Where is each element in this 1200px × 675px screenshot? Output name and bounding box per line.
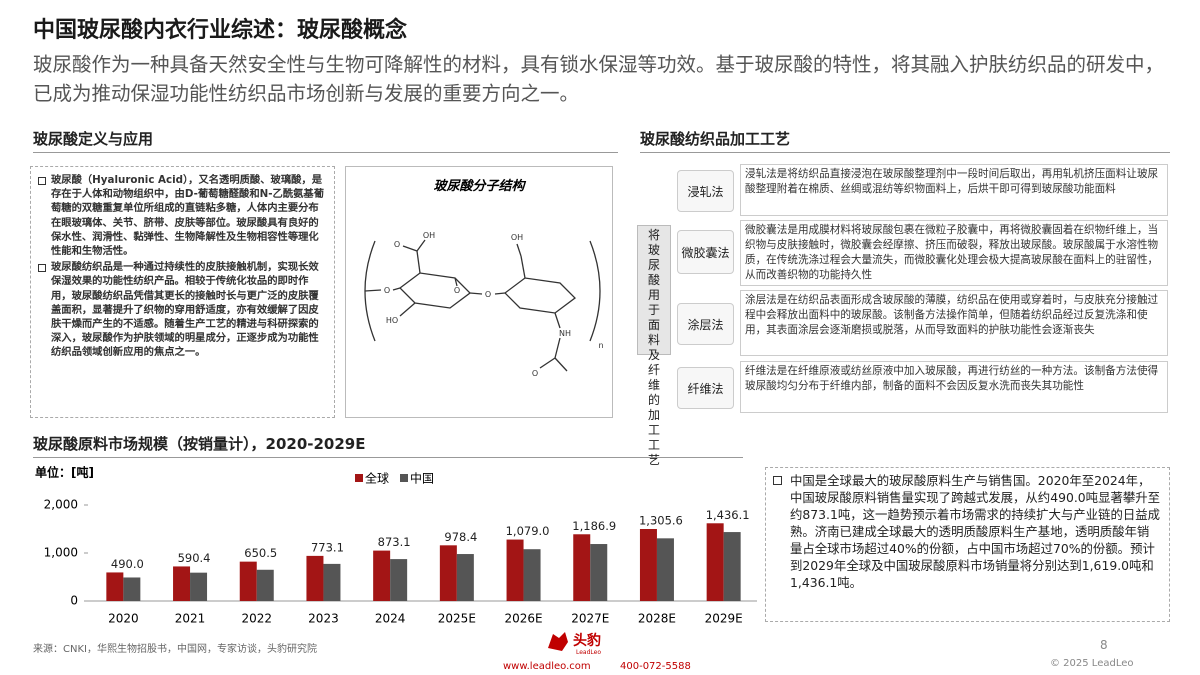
value-label: 1,186.9 (572, 519, 616, 533)
atom-label: O (454, 286, 460, 295)
method-name: 浸轧法 (677, 170, 734, 212)
logo-en: LeadLeo (576, 649, 602, 656)
website: www.leadleo.com (503, 661, 591, 672)
value-label: 650.5 (244, 546, 277, 560)
atom-label: O (394, 240, 400, 249)
bar (123, 577, 141, 601)
bar (256, 569, 274, 601)
bar (506, 539, 524, 601)
logo-icon (548, 632, 568, 651)
definition-box: 玻尿酸（Hyaluronic Acid），又名透明质酸、玻璃酸，是存在于人体和动… (30, 166, 335, 418)
legend-swatch (400, 474, 408, 482)
bullet-icon (773, 476, 782, 485)
value-label: 490.0 (111, 557, 144, 571)
bullet: 玻尿酸（Hyaluronic Acid），又名透明质酸、玻璃酸，是存在于人体和动… (37, 173, 328, 258)
bar (639, 529, 657, 601)
x-tick-label: 2028E (638, 612, 676, 626)
bar (723, 532, 741, 601)
atom-label: O (485, 290, 491, 299)
bar (456, 554, 474, 601)
method-name: 微胶囊法 (677, 230, 734, 274)
atom-labels: OH O O HO O OH O NH O n (384, 231, 604, 378)
x-tick-label: 2026E (504, 612, 542, 626)
x-tick-label: 2022 (241, 612, 272, 626)
atom-label: OH (511, 233, 523, 242)
molecule-drawing (364, 239, 601, 372)
figure-frame (345, 166, 613, 418)
method-name: 涂层法 (677, 303, 734, 345)
chart-title: 玻尿酸原料市场规模（按销量计），2020-2029E (33, 433, 743, 458)
value-label: 1,305.6 (639, 514, 683, 528)
x-tick-label: 2020 (108, 612, 139, 626)
bar (323, 563, 341, 601)
chart: 单位：[吨] 0 1,000 2,000 全球 中国 2020 490.0 2021 590.4… (35, 465, 757, 626)
figure-caption: 玻尿酸分子结构 (433, 178, 526, 194)
y-tick-label: 1,000 (44, 546, 78, 560)
x-tick-label: 2029E (705, 612, 743, 626)
logo: 头豹 (573, 633, 601, 649)
note-text: 中国是全球最大的玻尿酸原料生产与销售国。2020年至2024年，中国玻尿酸原料销… (790, 473, 1161, 590)
process-label: 将玻尿酸用于面料及纤维的加工工艺 (637, 225, 671, 467)
x-tick-label: 2021 (175, 612, 206, 626)
y-tick-label: 2,000 (44, 498, 78, 512)
value-label: 590.4 (178, 551, 211, 565)
title: 中国玻尿酸内衣行业综述：玻尿酸概念 (33, 18, 408, 43)
bullet: 玻尿酸纺织品是一种通过持续性的皮肤接触机制，实现长效保湿效果的功能性纺织产品。相… (37, 260, 328, 359)
atom-label: O (532, 369, 538, 378)
x-tick-label: 2025E (438, 612, 476, 626)
atom-label: OH (423, 231, 435, 240)
bar (106, 572, 124, 601)
value-label: 978.4 (444, 530, 477, 544)
legend-label: 中国 (410, 471, 434, 486)
value-label: 1,079.0 (506, 524, 550, 538)
atom-label: n (598, 341, 603, 350)
method-description: 涂层法是在纺织品表面形成含玻尿酸的薄膜，纺织品在使用或穿着时，与皮肤充分接触过程… (740, 290, 1168, 356)
unit-label: 单位：[吨] (35, 465, 94, 480)
bar (590, 544, 608, 601)
bar (373, 550, 391, 601)
bar (173, 566, 191, 601)
bar (656, 538, 674, 601)
bar (306, 555, 324, 601)
section-heading: 玻尿酸定义与应用 (33, 128, 618, 153)
bar (706, 523, 724, 601)
method-name: 纤维法 (677, 367, 734, 409)
legend-label: 全球 (365, 471, 389, 486)
y-tick-label: 0 (70, 594, 78, 608)
method-description: 纤维法是在纤维原液或纺丝原液中加入玻尿酸，再进行纺丝的一种方法。该制备方法使得玻… (740, 361, 1168, 413)
legend-swatch (355, 474, 363, 482)
method-description: 微胶囊法是用成膜材料将玻尿酸包裹在微粒子胶囊中，再将微胶囊固着在织物纤维上，当织… (740, 220, 1168, 286)
value-label: 873.1 (378, 535, 411, 549)
source: 来源：CNKI，华熙生物招股书，中国网，专家访谈，头豹研究院 (33, 644, 317, 655)
atom-label: HO (386, 316, 398, 325)
copyright: © 2025 LeadLeo (1050, 658, 1134, 669)
page-number: 8 (1100, 638, 1108, 652)
x-tick-label: 2023 (308, 612, 339, 626)
value-label: 773.1 (311, 540, 344, 554)
phone: 400-072-5588 (620, 661, 691, 672)
bar (390, 559, 408, 601)
molecule-figure: 玻尿酸分子结构 OH O O HO O OH O NH O n (345, 166, 613, 418)
x-tick-label: 2027E (571, 612, 609, 626)
value-label: 1,436.1 (706, 508, 750, 522)
bar (439, 545, 457, 601)
bar (573, 534, 591, 601)
atom-label: NH (559, 329, 571, 338)
section-heading: 玻尿酸纺织品加工工艺 (640, 128, 1170, 153)
atom-label: O (384, 286, 390, 295)
x-tick-label: 2024 (375, 612, 406, 626)
chart-note: 中国是全球最大的玻尿酸原料生产与销售国。2020年至2024年，中国玻尿酸原料销… (765, 467, 1170, 622)
bar (523, 549, 541, 601)
bar (190, 572, 208, 601)
subtitle: 玻尿酸作为一种具备天然安全性与生物可降解性的材料，具有锁水保湿等功效。基于玻尿酸… (33, 53, 1165, 105)
method-description: 浸轧法是将纺织品直接浸泡在玻尿酸整理剂中一段时间后取出，再用轧机挤压面料让玻尿酸… (740, 164, 1168, 216)
bar (239, 561, 257, 601)
